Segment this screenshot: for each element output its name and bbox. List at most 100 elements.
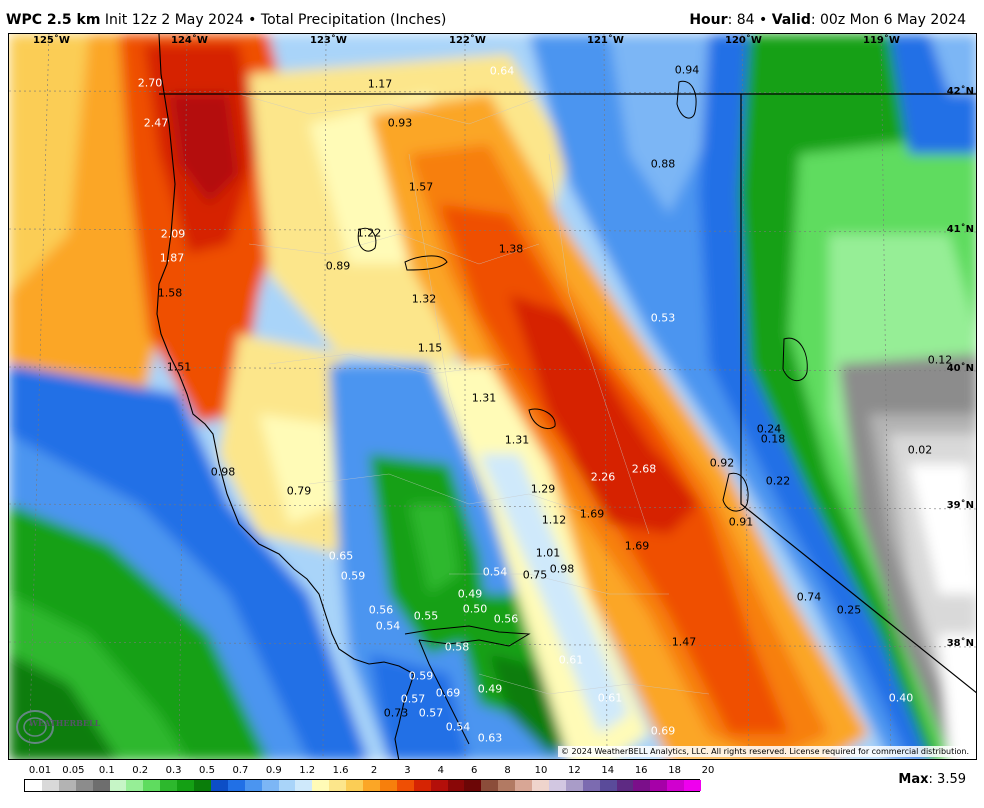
legend-swatch	[177, 780, 195, 791]
legend-label: 6	[471, 765, 478, 776]
precip-value-label: 1.31	[504, 433, 530, 447]
legend-label: 0.7	[232, 765, 249, 776]
precip-value-label: 0.40	[888, 691, 914, 705]
legend-label: 0.9	[265, 765, 282, 776]
precip-value-label: 1.58	[157, 286, 183, 300]
legend-label: 2	[370, 765, 378, 776]
precip-value-label: 0.58	[444, 640, 470, 654]
legend-swatch	[599, 780, 617, 791]
precip-value-label: 1.17	[367, 77, 393, 91]
legend-swatch	[650, 780, 668, 791]
precip-value-label: 1.01	[535, 546, 561, 560]
legend-label: 14	[601, 765, 615, 776]
legend-swatch	[227, 780, 246, 791]
south-bay-outline	[418, 639, 470, 745]
lon-label: 119˚W	[863, 35, 900, 46]
precip-value-label: 0.57	[400, 692, 426, 706]
precip-value-label: 0.61	[597, 691, 623, 705]
precip-value-label: 2.26	[590, 470, 616, 484]
logo-text: WEATHERBELL	[29, 718, 101, 728]
precip-value-label: 0.73	[383, 706, 409, 720]
legend-label: 4	[437, 765, 444, 776]
product-name: Total Precipitation (Inches)	[260, 12, 447, 28]
legend-swatch	[379, 780, 398, 791]
precip-value-label: 0.63	[477, 731, 503, 745]
lon-label: 123˚W	[310, 35, 347, 46]
precip-value-label: 1.12	[541, 513, 567, 527]
precip-value-label: 0.79	[286, 484, 312, 498]
precip-value-label: 0.02	[907, 443, 933, 457]
precip-value-label: 0.56	[368, 603, 394, 617]
legend-swatch	[41, 780, 60, 791]
precip-value-label: 0.53	[650, 311, 676, 325]
lat-label: 41˚N	[946, 224, 974, 235]
title-bullet-2: •	[759, 12, 768, 28]
precip-value-label: 0.18	[760, 432, 786, 446]
shasta-lake	[404, 255, 448, 271]
legend-swatch	[160, 780, 178, 791]
precip-value-label: 1.38	[498, 242, 524, 256]
precip-value-label: 0.55	[413, 609, 439, 623]
legend-swatch	[109, 780, 127, 791]
legend-swatch	[616, 780, 634, 791]
legend-swatch	[633, 780, 651, 791]
precip-value-label: 0.74	[796, 590, 822, 604]
lon-label: 121˚W	[587, 35, 624, 46]
graticule	[9, 34, 976, 759]
precip-value-label: 0.22	[765, 474, 791, 488]
legend-label: 8	[504, 765, 511, 776]
init-time: Init 12z 2 May 2024	[104, 12, 244, 28]
precip-value-label: 0.75	[522, 568, 548, 582]
precip-value-label: 2.47	[143, 116, 169, 130]
legend-swatch	[244, 780, 263, 791]
precip-value-label: 0.91	[728, 515, 754, 529]
state-boundaries	[159, 93, 976, 694]
precip-value-label: 0.93	[387, 116, 413, 130]
precip-value-label: 0.24	[756, 422, 782, 436]
model-name: WPC 2.5 km	[6, 12, 101, 28]
precip-value-label: 1.22	[356, 226, 382, 240]
lon-label: 124˚W	[171, 35, 208, 46]
legend-label: 16	[634, 765, 648, 776]
legend-colorbar	[24, 779, 702, 792]
max-label: Max	[898, 772, 929, 787]
precip-value-label: 1.47	[671, 635, 697, 649]
legend-swatch	[582, 780, 601, 791]
lake-oroville	[528, 408, 556, 430]
legend-label: 0.5	[199, 765, 215, 776]
legend-swatch	[515, 780, 533, 791]
valid-label: Valid	[771, 12, 811, 28]
precip-value-label: 1.29	[530, 482, 556, 496]
precipitation-map[interactable]: 125˚W 124˚W 123˚W 122˚W 121˚W 120˚W 119˚…	[8, 33, 977, 760]
precip-value-label: 1.69	[624, 539, 650, 553]
legend-swatch	[363, 780, 381, 791]
pyramid-lake	[782, 337, 808, 382]
precip-value-label: 0.98	[549, 562, 575, 576]
precip-legend: 0.01 0.05 0.1 0.2 0.3 0.5 0.7 0.9 1.2 1.6 2 3 4 6 8 10 1…	[24, 765, 714, 793]
legend-label: 18	[668, 765, 681, 776]
legend-swatch	[126, 780, 144, 791]
precip-value-label: 0.69	[435, 686, 461, 700]
legend-swatch	[667, 780, 685, 791]
lon-label: 122˚W	[449, 35, 486, 46]
precip-value-label: 0.59	[408, 669, 434, 683]
precip-value-label: 0.89	[325, 259, 351, 273]
precip-value-label: 0.65	[328, 549, 354, 563]
precip-value-label: 1.15	[417, 341, 443, 355]
precip-value-label: 1.32	[411, 292, 437, 306]
legend-swatch	[413, 780, 432, 791]
legend-swatch	[312, 780, 330, 791]
goose-lake	[676, 80, 697, 119]
lat-label: 42˚N	[946, 86, 974, 97]
legend-swatch	[143, 780, 161, 791]
precip-value-label: 2.70	[137, 76, 163, 90]
copyright-notice: © 2024 WeatherBELL Analytics, LLC. All r…	[558, 746, 972, 757]
legend-swatch	[565, 780, 584, 791]
weatherbell-logo: WEATHERBELL	[13, 705, 100, 749]
lake-tahoe	[722, 472, 749, 512]
precip-value-label: 0.61	[558, 653, 584, 667]
logo-swirl-icon	[16, 710, 54, 744]
legend-swatch	[194, 780, 212, 791]
legend-label: 3	[404, 765, 411, 776]
precip-value-label: 0.50	[462, 602, 488, 616]
